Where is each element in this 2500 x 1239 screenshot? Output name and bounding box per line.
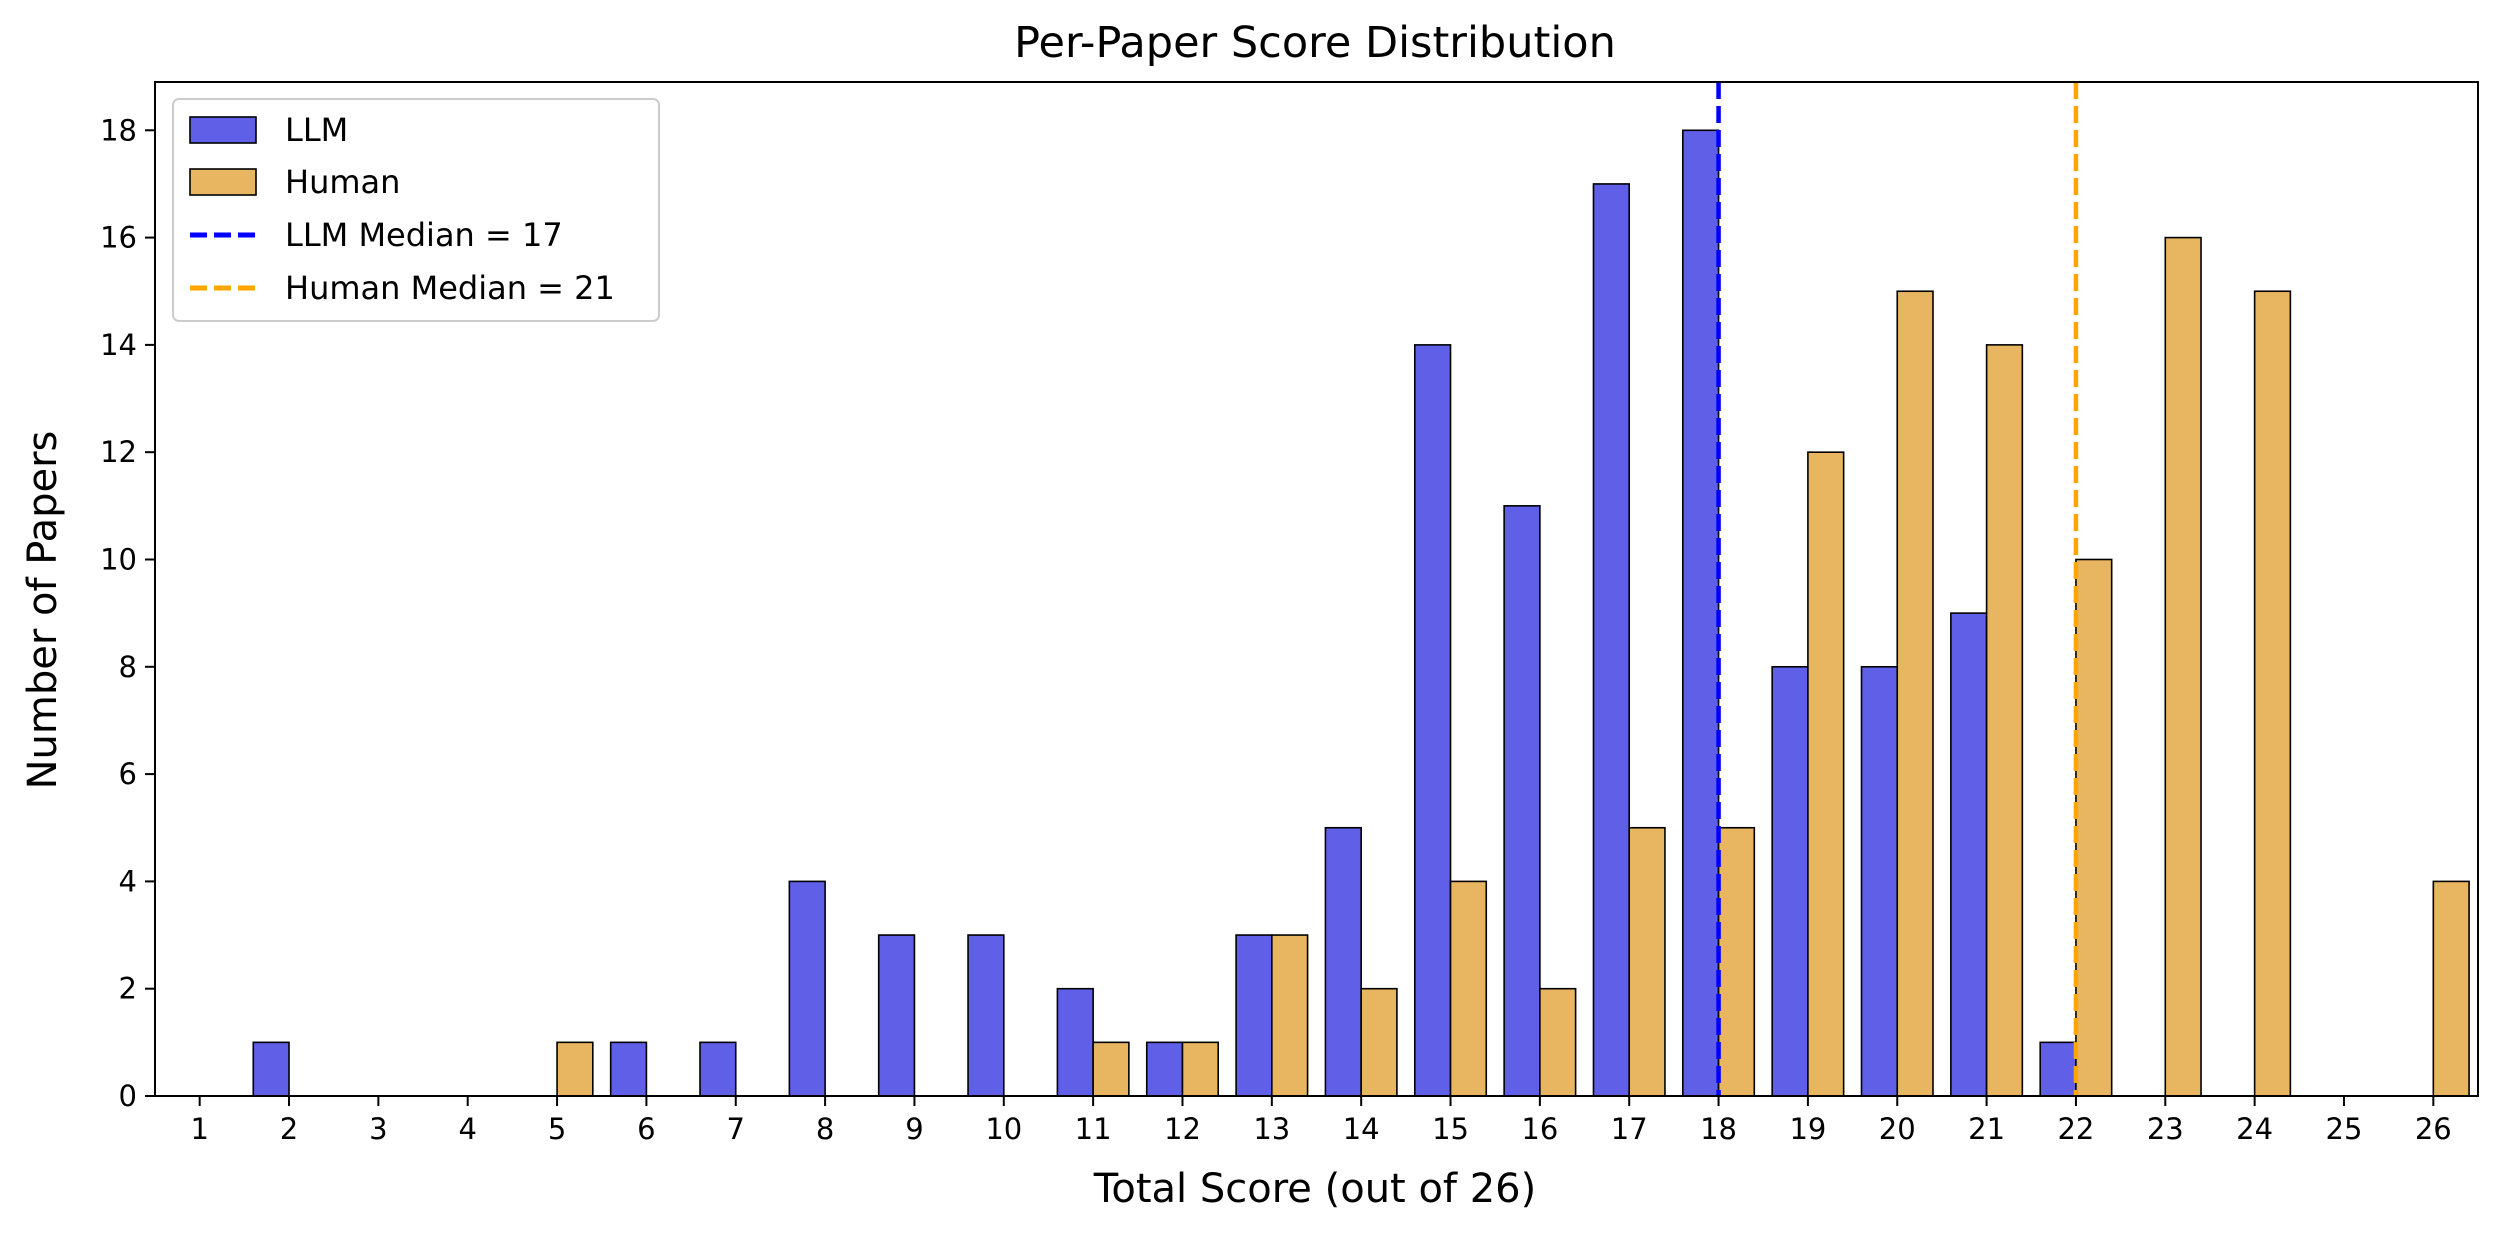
plot-frame	[154, 81, 2479, 1097]
x-axis-title: Total Score (out of 26)	[1093, 1166, 1536, 1212]
x-tick-label: 1	[190, 1112, 208, 1146]
bar-human-11	[1092, 1041, 1130, 1097]
x-tick-label: 16	[1521, 1112, 1558, 1146]
bar-llm-7	[699, 1041, 737, 1097]
x-tick-label: 6	[637, 1112, 655, 1146]
legend-box	[172, 98, 660, 322]
x-tick-label: 3	[369, 1112, 387, 1146]
x-tick-label: 7	[727, 1112, 745, 1146]
bar-human-14	[1360, 987, 1398, 1097]
bar-llm-18	[1682, 129, 1720, 1097]
y-tick-label: 16	[100, 221, 137, 255]
bar-human-5	[556, 1041, 594, 1097]
bar-human-23	[2164, 236, 2202, 1097]
bar-llm-2	[252, 1041, 290, 1097]
bar-llm-6	[609, 1041, 648, 1097]
x-tick-label: 25	[2326, 1112, 2363, 1146]
chart-title: Per-Paper Score Distribution	[1014, 18, 1616, 68]
y-tick-label: 6	[119, 757, 137, 791]
legend-label: LLM	[285, 111, 348, 149]
bar-llm-13	[1235, 934, 1273, 1097]
bar-llm-17	[1592, 183, 1631, 1097]
x-tick-label: 23	[2147, 1112, 2184, 1146]
x-tick-label: 12	[1164, 1112, 1201, 1146]
x-tick-label: 17	[1611, 1112, 1648, 1146]
bar-llm-11	[1056, 987, 1094, 1097]
x-tick-label: 15	[1432, 1112, 1469, 1146]
legend: LLM Human LLM Median = 17 Human Median = 21	[172, 98, 660, 322]
x-tick-label: 2	[280, 1112, 298, 1146]
x-tick-label: 24	[2236, 1112, 2273, 1146]
bar-llm-8	[788, 880, 826, 1097]
x-tick-label: 5	[548, 1112, 566, 1146]
y-tick-label: 4	[119, 864, 137, 898]
bar-llm-16	[1503, 505, 1541, 1097]
bar-llm-10	[967, 934, 1005, 1097]
bar-human-26	[2432, 880, 2470, 1097]
bar-llm-12	[1145, 1041, 1184, 1097]
bar-human-12	[1181, 1041, 1220, 1097]
legend-swatch-llm	[189, 116, 257, 144]
x-tick-label: 21	[1968, 1112, 2005, 1146]
y-tick-label: 18	[100, 113, 137, 147]
y-tick-label: 2	[119, 972, 137, 1006]
bar-human-18	[1717, 826, 1756, 1097]
bar-human-16	[1539, 987, 1577, 1097]
bar-human-20	[1896, 290, 1934, 1097]
y-tick-label: 12	[100, 435, 137, 469]
y-tick-label: 14	[100, 328, 137, 362]
plot-area: 1 2 3 4 5 6 7 8 9 10 11 12 13 14 15 16 17 18 19 20 21 22 23 24 2…	[100, 81, 2479, 1146]
y-tick-label: 8	[119, 650, 137, 684]
bar-human-21	[1985, 344, 2024, 1097]
x-tick-label: 4	[458, 1112, 476, 1146]
legend-label: Human Median = 21	[285, 269, 615, 307]
x-tick-label: 9	[905, 1112, 923, 1146]
x-tick-label: 8	[816, 1112, 834, 1146]
x-tick-label: 10	[985, 1112, 1022, 1146]
x-tick-label: 18	[1700, 1112, 1737, 1146]
bar-llm-14	[1324, 826, 1362, 1097]
x-tick-label: 22	[2057, 1112, 2094, 1146]
bar-human-15	[1449, 880, 1488, 1097]
bar-human-13	[1271, 934, 1309, 1097]
bar-llm-9	[877, 934, 916, 1097]
x-tick-label: 20	[1879, 1112, 1916, 1146]
y-tick-label: 0	[119, 1079, 137, 1113]
bar-human-22	[2075, 558, 2113, 1097]
x-tick-label: 14	[1343, 1112, 1380, 1146]
x-tick-label: 11	[1075, 1112, 1112, 1146]
legend-label: LLM Median = 17	[285, 216, 563, 254]
bar-human-17	[1628, 826, 1666, 1097]
bar-human-24	[2253, 290, 2292, 1097]
bar-llm-22	[2039, 1041, 2077, 1097]
bar-llm-20	[1860, 665, 1899, 1097]
legend-swatch-human	[189, 168, 257, 196]
x-tick-label: 13	[1253, 1112, 1290, 1146]
bar-human-19	[1807, 451, 1845, 1097]
bar-llm-19	[1771, 665, 1809, 1097]
legend-label: Human	[285, 163, 400, 201]
y-tick-label: 10	[100, 542, 137, 576]
x-tick-label: 26	[2415, 1112, 2452, 1146]
y-axis-title: Number of Papers	[20, 431, 66, 790]
x-tick-label: 19	[1789, 1112, 1826, 1146]
bar-llm-15	[1413, 344, 1452, 1097]
bar-llm-21	[1950, 612, 1988, 1097]
